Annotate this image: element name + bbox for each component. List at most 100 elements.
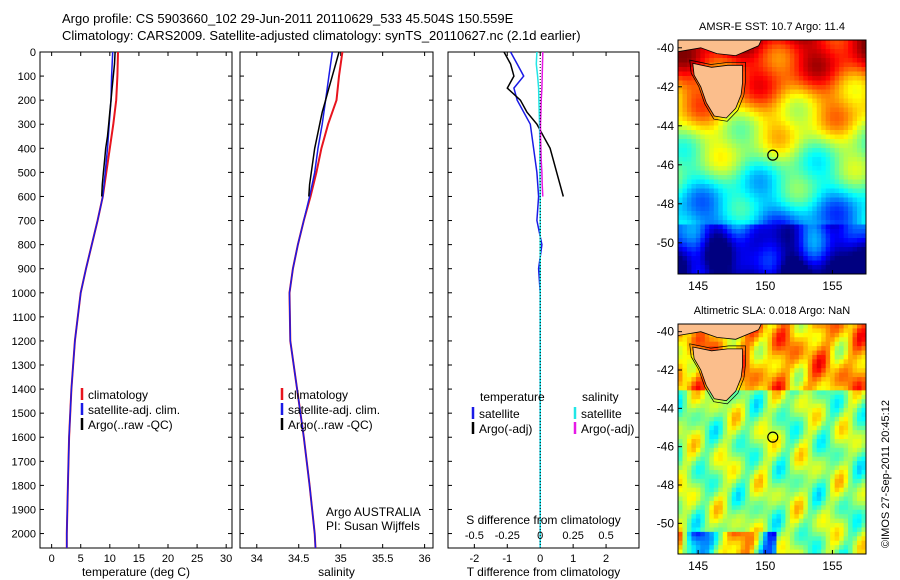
map-cell: [758, 363, 764, 369]
map-cell: [803, 130, 809, 136]
map-cell: [852, 478, 858, 484]
map-cell: [772, 44, 778, 50]
map-cell: [678, 229, 684, 235]
map-cell: [794, 350, 800, 356]
map-cell: [861, 67, 866, 73]
map-cell: [758, 139, 764, 145]
map-cell: [736, 112, 742, 118]
map-cell: [857, 496, 863, 502]
map-cell: [772, 403, 778, 409]
map-cell: [749, 238, 755, 244]
map-cell: [745, 465, 751, 471]
map-cell: [695, 206, 701, 212]
map-cell: [780, 80, 787, 86]
map-cell: [749, 399, 755, 405]
map-cell: [857, 40, 863, 46]
map-cell: [857, 179, 863, 185]
map-cell: [834, 67, 840, 73]
map-cell: [857, 492, 863, 498]
y-tick-label: 1800: [12, 480, 36, 492]
map-cell: [736, 103, 742, 109]
map-cell: [780, 229, 787, 235]
map-cell: [776, 350, 782, 356]
map-cell: [785, 238, 791, 244]
map-cell: [834, 483, 840, 489]
map-cell: [704, 337, 710, 343]
map-cell: [803, 76, 809, 82]
map-cell: [780, 368, 787, 374]
map-cell: [713, 523, 719, 529]
map-cell: [727, 148, 733, 154]
map-cell: [718, 53, 724, 59]
map-cell: [700, 394, 706, 400]
map-cell: [843, 425, 849, 431]
map-cell: [803, 346, 809, 352]
map-x-tick-label: 145: [688, 559, 708, 573]
map-cell: [807, 67, 813, 73]
map-cell: [722, 238, 728, 244]
map-cell: [821, 408, 827, 414]
map-cell: [700, 381, 706, 387]
map-cell: [807, 85, 813, 91]
map-cell: [736, 412, 742, 418]
map-cell: [785, 341, 791, 347]
map-cell: [695, 260, 701, 266]
map-cell: [709, 161, 715, 167]
map-cell: [843, 71, 849, 77]
map-cell: [754, 452, 760, 458]
map-cell: [780, 549, 787, 554]
map-cell: [686, 403, 693, 409]
map-cell: [821, 166, 827, 172]
map-cell: [812, 67, 818, 73]
map-cell: [839, 67, 845, 73]
map-cell: [767, 89, 773, 95]
map-cell: [812, 94, 818, 100]
map-cell: [678, 390, 684, 396]
map-cell: [807, 44, 813, 50]
map-cell: [807, 447, 813, 453]
map-cell: [848, 456, 854, 462]
map-cell: [736, 197, 742, 203]
map-cell: [798, 399, 804, 405]
map-cell: [794, 341, 800, 347]
map-cell: [776, 408, 782, 414]
map-cell: [704, 265, 710, 271]
map-cell: [691, 148, 697, 154]
x-tick-label: -1: [502, 553, 512, 565]
map-cell: [852, 505, 858, 511]
map-cell: [713, 121, 719, 127]
map-cell: [776, 500, 782, 506]
map-cell: [704, 536, 710, 542]
map-cell: [767, 170, 773, 176]
map-cell: [754, 408, 760, 414]
map-cell: [713, 157, 719, 163]
map-cell: [830, 354, 836, 360]
map-cell: [843, 251, 849, 257]
map-cell: [825, 265, 831, 271]
map-cell: [682, 125, 688, 131]
map-cell: [785, 139, 791, 145]
map-cell: [821, 328, 827, 334]
map-cell: [713, 269, 719, 274]
map-cell: [731, 531, 737, 537]
map-cell: [722, 430, 728, 436]
map-cell: [700, 179, 706, 185]
map-cell: [722, 125, 728, 131]
map-cell: [722, 256, 728, 262]
map-cell: [839, 385, 845, 391]
map-cell: [780, 385, 787, 391]
map-cell: [709, 346, 715, 352]
map-cell: [758, 359, 764, 365]
map-cell: [749, 377, 755, 383]
map-cell: [772, 76, 778, 82]
map-cell: [767, 206, 773, 212]
map-cell: [772, 112, 778, 118]
map-cell: [740, 412, 746, 418]
map-cell: [839, 474, 845, 480]
map-cell: [740, 157, 746, 163]
map-cell: [767, 211, 773, 217]
map-cell: [718, 341, 724, 347]
map-cell: [754, 536, 760, 542]
map-cell: [678, 112, 684, 118]
map-cell: [803, 500, 809, 506]
